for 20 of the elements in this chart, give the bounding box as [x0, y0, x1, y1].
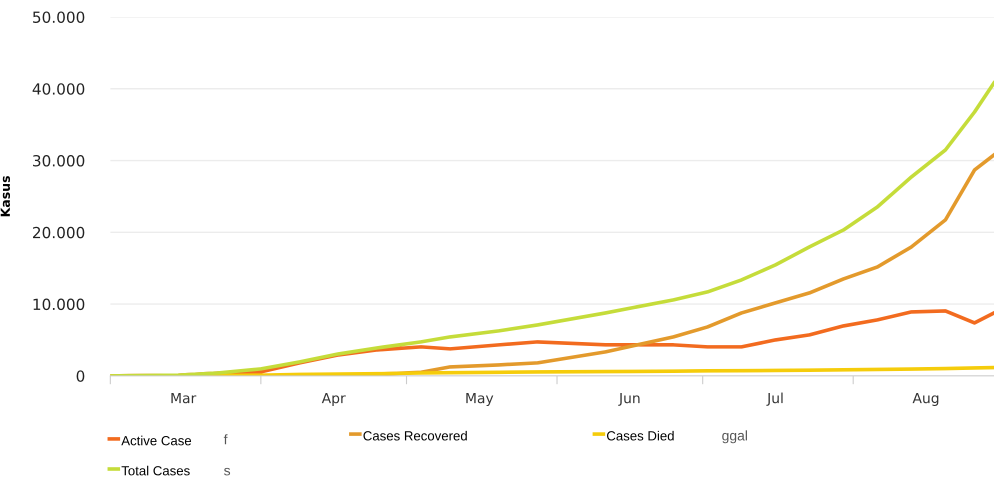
y-tick-label: 50.000: [33, 11, 84, 23]
x-tick-label: May: [466, 392, 494, 406]
x-tick-label: Mar: [171, 392, 196, 404]
y-tick-label: 0: [76, 370, 84, 382]
y-axis-title: Kasus: [0, 176, 10, 216]
x-tick-label: Jul: [766, 392, 783, 406]
y-tick-label: 40.000: [32, 83, 84, 95]
text: s: [224, 468, 230, 476]
y-tick-label: 30.000: [33, 155, 84, 167]
legend-label: Active Case: [121, 436, 192, 446]
text: ggal: [722, 430, 747, 444]
x-tick-label: Jun: [618, 392, 640, 406]
legend-label: Cases Recovered: [363, 430, 467, 441]
legend-label: Total Cases: [122, 466, 190, 476]
x-tick-label: Aug: [912, 392, 938, 406]
x-tick-label: Apr: [322, 392, 346, 406]
y-tick-label: 20.000: [32, 226, 84, 238]
legend-label: Cases Died: [607, 430, 674, 441]
text: f: [224, 434, 228, 444]
y-tick-label: 10.000: [34, 298, 84, 310]
